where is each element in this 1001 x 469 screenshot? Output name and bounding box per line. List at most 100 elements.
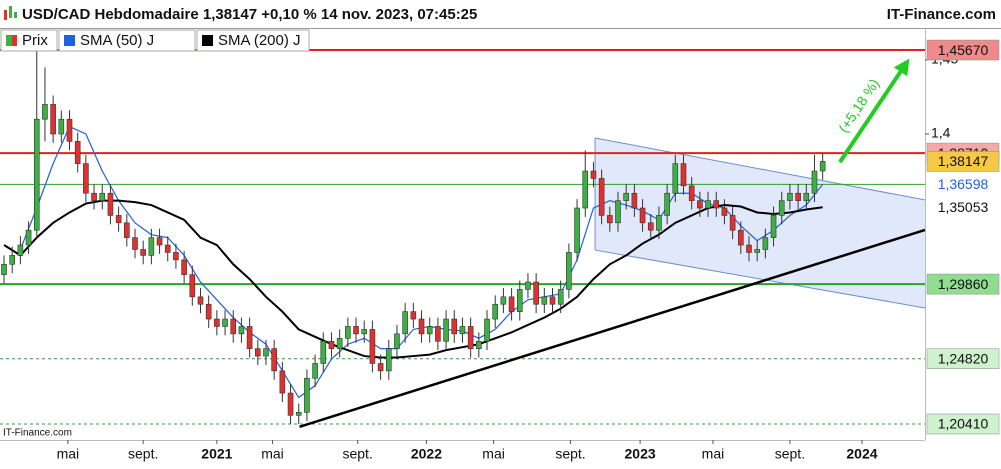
candle-body [222,318,228,327]
candle-body [435,326,441,342]
candle-body [9,255,15,265]
candle-body [467,326,474,349]
candle-body [83,163,89,194]
candle-body [410,311,417,320]
candle-body [140,249,146,256]
candle-body [484,318,490,342]
annotation-arrow [838,70,903,164]
candle-body [508,296,515,312]
price-label-box [926,273,1000,295]
candle-body [729,215,736,231]
candle-body [680,163,687,187]
candle-body [271,348,277,372]
candle-body [263,348,269,357]
x-tick-label: sept. [775,446,805,462]
candle-body [107,192,114,216]
candle-body [304,377,310,413]
candle-body [99,192,106,201]
price-label-box [926,151,1000,172]
annotation-arrowhead [893,58,910,77]
candle-body [132,237,138,250]
candle-body [590,170,597,179]
candle-body [402,311,408,335]
candle-body [181,259,187,275]
axis-column [925,29,1001,441]
candle-body [697,200,703,209]
candle-body [287,392,294,416]
channel-edge [594,137,926,201]
price-label: 1,36598 [938,176,989,192]
candle-body [369,329,376,364]
candle-body [246,326,253,349]
candle-body [738,229,744,246]
price-label-box [926,413,1000,435]
candle-body [58,118,65,135]
candle-body [623,192,629,201]
candle-body [230,318,237,335]
candle-body [295,412,302,416]
candle-body [574,207,580,253]
candle-body [42,104,48,120]
candle-body [762,237,769,250]
candle-body [615,200,621,224]
channel-edge [594,249,926,309]
candle-body [566,252,572,290]
candle-body [418,318,425,335]
legend-label: SMA (200) J [218,32,301,49]
header-icon [4,6,17,20]
candle-body [672,163,679,194]
y-tick-label: 1,4 [931,125,951,141]
candle-body [353,326,359,335]
candle-body [254,348,261,357]
candle-body [279,370,286,394]
candle-body [459,326,466,335]
price-label: 1,29860 [938,276,989,292]
candle-body [394,333,400,349]
candle-body [656,215,662,231]
candle-body [746,244,752,253]
candle-body [173,252,179,261]
candle-body [66,118,73,142]
candle-body [115,215,122,224]
x-tick-label: 2023 [625,446,656,462]
candle-body [516,289,523,312]
candle-body [17,244,24,256]
candle-body [549,296,556,305]
chart-title: USD/CAD Hebdomadaire 1,38147 +0,10 % 14 … [22,6,477,23]
site-name: IT-Finance.com [887,6,996,23]
candle-body [647,222,654,231]
candle-body [345,326,351,339]
candle-body [1,263,7,275]
candle-body [164,244,171,253]
candle-body [770,215,777,238]
candle-body [426,326,433,335]
x-tick-label: mai [702,446,725,462]
candle-body [639,207,646,224]
candle-body [91,192,97,201]
candle-body [156,237,163,246]
candle-body [713,200,720,209]
candle-body [688,185,695,201]
candle-body [197,296,204,305]
candle-body [312,363,318,379]
candle-body [148,237,155,256]
candle-body [721,207,728,216]
legend: Prix SMA (50) J SMA (200) J [0,29,310,52]
candle-body [631,192,638,209]
candle-body [443,318,449,342]
candle-body [25,229,32,246]
candle-body [451,318,458,335]
candle-body [238,326,245,335]
plot-area: (+5,18 %)1,451,41,456701,387101,381471,3… [0,28,1001,462]
candle-body [795,192,801,201]
legend-swatch [6,35,12,46]
candle-body [189,274,196,298]
candle-body [361,329,368,335]
legend-box [196,29,310,52]
candle-body [500,296,507,305]
x-tick-label: 2024 [846,446,877,462]
candle-body [533,281,539,305]
price-label: 1,20410 [938,416,989,432]
